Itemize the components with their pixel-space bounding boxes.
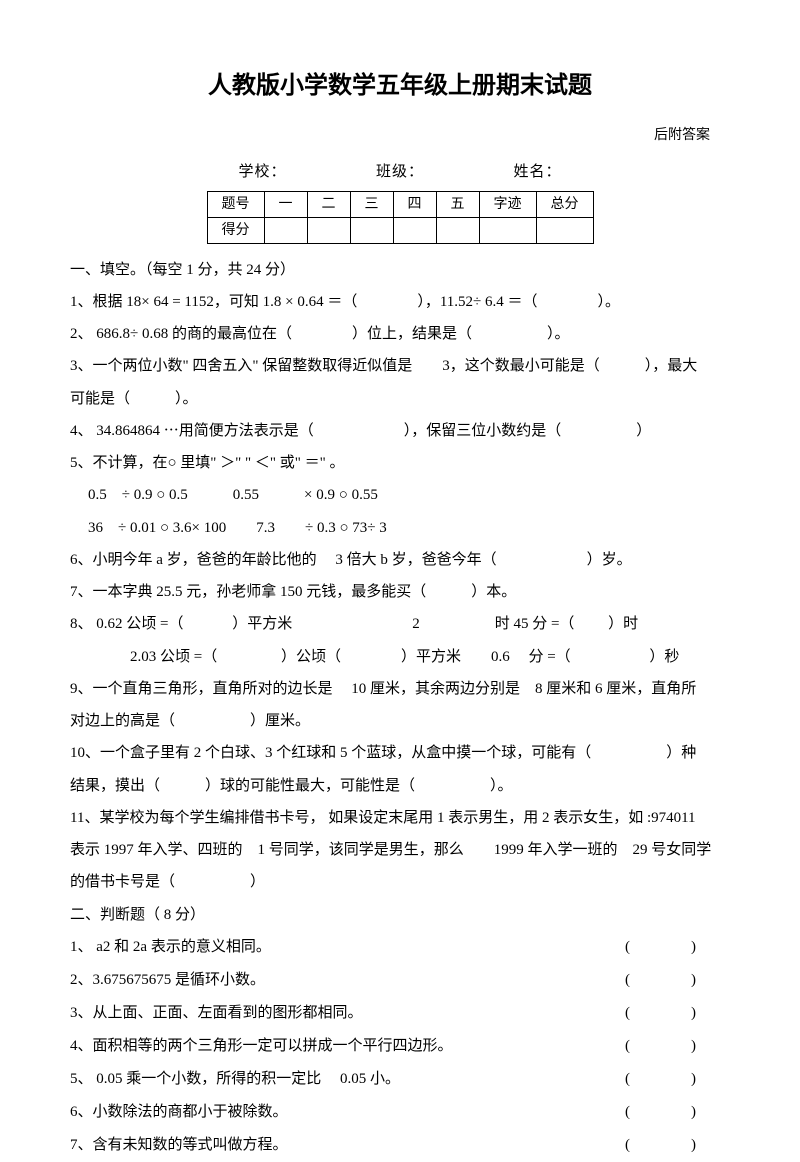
th: 题号 bbox=[207, 191, 264, 217]
q6: 6、小明今年 a 岁，爸爸的年龄比他的 3 倍大 b 岁，爸爸今年（ ）岁。 bbox=[70, 544, 730, 576]
th: 二 bbox=[307, 191, 350, 217]
class-label: 班级： bbox=[376, 156, 424, 189]
score-table: 题号 一 二 三 四 五 字迹 总分 得分 bbox=[207, 191, 594, 244]
q3b: 可能是（ ）。 bbox=[70, 383, 730, 415]
info-line: 学校： 班级： 姓名： bbox=[70, 156, 730, 189]
q8: 8、 0.62 公顷 =（ ）平方米 2 时 45 分 =（ ）时 bbox=[70, 608, 730, 640]
td bbox=[479, 217, 536, 243]
td: 得分 bbox=[207, 217, 264, 243]
j6: 6、小数除法的商都小于被除数。 ( ) bbox=[70, 1096, 730, 1129]
j3: 3、从上面、正面、左面看到的图形都相同。 ( ) bbox=[70, 997, 730, 1030]
section1-title: 一、填空。（每空 1 分，共 24 分） bbox=[70, 254, 730, 286]
table-row: 题号 一 二 三 四 五 字迹 总分 bbox=[207, 191, 593, 217]
j5-text: 5、 0.05 乘一个小数，所得的积一定比 0.05 小。 bbox=[70, 1063, 400, 1096]
q9: 9、一个直角三角形，直角所对的边长是 10 厘米，其余两边分别是 8 厘米和 6… bbox=[70, 673, 730, 705]
paren: ( ) bbox=[625, 931, 730, 964]
content-body: 一、填空。（每空 1 分，共 24 分） 1、根据 18× 64 = 1152，… bbox=[70, 254, 730, 1162]
j1: 1、 a2 和 2a 表示的意义相同。 ( ) bbox=[70, 931, 730, 964]
td bbox=[307, 217, 350, 243]
q2: 2、 686.8÷ 0.68 的商的最高位在（ ）位上，结果是（ ）。 bbox=[70, 318, 730, 350]
q5a: 0.5 ÷ 0.9 ○ 0.5 0.55 × 0.9 ○ 0.55 bbox=[70, 479, 730, 511]
q4: 4、 34.864864 ⋯用简便方法表示是（ ），保留三位小数约是（ ） bbox=[70, 415, 730, 447]
q3: 3、一个两位小数" 四舍五入" 保留整数取得近似值是 3，这个数最小可能是（ ）… bbox=[70, 350, 730, 382]
q1: 1、根据 18× 64 = 1152，可知 1.8 × 0.64 ＝（ ），11… bbox=[70, 286, 730, 318]
paren: ( ) bbox=[625, 964, 730, 997]
th: 字迹 bbox=[479, 191, 536, 217]
j5: 5、 0.05 乘一个小数，所得的积一定比 0.05 小。 ( ) bbox=[70, 1063, 730, 1096]
j2: 2、3.675675675 是循环小数。 ( ) bbox=[70, 964, 730, 997]
q5b: 36 ÷ 0.01 ○ 3.6× 100 7.3 ÷ 0.3 ○ 73÷ 3 bbox=[70, 512, 730, 544]
q11b: 表示 1997 年入学、四班的 1 号同学，该同学是男生，那么 1999 年入学… bbox=[70, 834, 730, 866]
j6-text: 6、小数除法的商都小于被除数。 bbox=[70, 1096, 288, 1129]
j3-text: 3、从上面、正面、左面看到的图形都相同。 bbox=[70, 997, 363, 1030]
q9b: 对边上的高是（ ）厘米。 bbox=[70, 705, 730, 737]
td bbox=[393, 217, 436, 243]
j2-text: 2、3.675675675 是循环小数。 bbox=[70, 964, 265, 997]
q7: 7、一本字典 25.5 元，孙老师拿 150 元钱，最多能买（ ）本。 bbox=[70, 576, 730, 608]
td bbox=[264, 217, 307, 243]
table-row: 得分 bbox=[207, 217, 593, 243]
q11: 11、某学校为每个学生编排借书卡号， 如果设定末尾用 1 表示男生，用 2 表示… bbox=[70, 802, 730, 834]
subtitle: 后附答案 bbox=[70, 121, 710, 152]
td bbox=[536, 217, 593, 243]
td bbox=[350, 217, 393, 243]
th: 总分 bbox=[536, 191, 593, 217]
q10: 10、一个盒子里有 2 个白球、3 个红球和 5 个蓝球，从盒中摸一个球，可能有… bbox=[70, 737, 730, 769]
q8b: 2.03 公顷 =（ ）公顷（ ）平方米 0.6 分 =（ ）秒 bbox=[70, 641, 730, 673]
q10b: 结果，摸出（ ）球的可能性最大，可能性是（ ）。 bbox=[70, 770, 730, 802]
th: 一 bbox=[264, 191, 307, 217]
paren: ( ) bbox=[625, 1096, 730, 1129]
j4-text: 4、面积相等的两个三角形一定可以拼成一个平行四边形。 bbox=[70, 1030, 453, 1063]
paren: ( ) bbox=[625, 1063, 730, 1096]
q5: 5、不计算，在○ 里填" ＞" " ＜" 或" ＝" 。 bbox=[70, 447, 730, 479]
td bbox=[436, 217, 479, 243]
q11c: 的借书卡号是（ ） bbox=[70, 866, 730, 898]
section2-title: 二、判断题（ 8 分） bbox=[70, 899, 730, 931]
paren: ( ) bbox=[625, 997, 730, 1030]
school-label: 学校： bbox=[238, 156, 286, 189]
name-label: 姓名： bbox=[514, 156, 562, 189]
j4: 4、面积相等的两个三角形一定可以拼成一个平行四边形。 ( ) bbox=[70, 1030, 730, 1063]
th: 三 bbox=[350, 191, 393, 217]
th: 五 bbox=[436, 191, 479, 217]
paren: ( ) bbox=[625, 1030, 730, 1063]
page-title: 人教版小学数学五年级上册期末试题 bbox=[70, 60, 730, 113]
j1-text: 1、 a2 和 2a 表示的意义相同。 bbox=[70, 931, 271, 964]
th: 四 bbox=[393, 191, 436, 217]
